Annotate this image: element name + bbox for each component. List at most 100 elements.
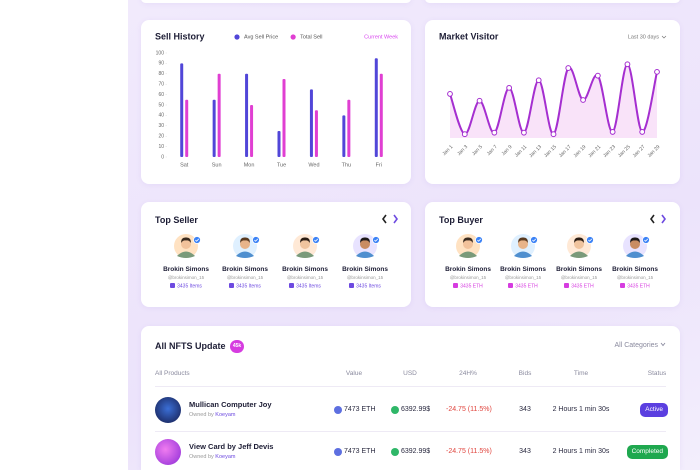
x-tick-label: Jan 27 [632,144,647,159]
verified-badge [642,236,650,244]
verified-badge [372,236,380,244]
avatar-face [240,239,250,249]
point [594,72,601,79]
item-icon [229,283,235,288]
item-count: 3435 ETH [627,283,650,290]
prev-arrow[interactable] [650,214,655,224]
card-title: All NFTS Update [155,341,226,351]
x-tick-label: Jan 23 [602,144,617,159]
prev-arrow[interactable] [382,214,387,224]
x-tick-label: Jan 17 [558,144,573,159]
verified-badge [193,236,201,244]
nfts-card: All NFTS Update 45k All Categories All P… [141,326,680,470]
usd-icon [391,448,399,456]
x-tick-label: Jan 13 [528,144,543,159]
bar [185,99,189,157]
point [565,65,572,71]
bar [277,131,281,157]
item-count: 3435 ETH [571,283,594,290]
avatar-hair [360,237,370,243]
user-items: 3435 Items [275,283,335,290]
point [461,131,468,138]
pager[interactable] [381,214,401,224]
user-name: Brokin Simons [556,266,602,273]
item-icon [349,283,355,288]
verified-badge [312,236,320,244]
avatar-hair [240,237,250,243]
point [535,77,542,84]
market-visitor-card: Market Visitor Last 30 days Jan 1 Jan 3 Jan … [425,20,680,184]
y-tick-label: 30 [158,123,164,129]
item-count: 3435 ETH [515,283,538,290]
legend-label: Avg Sell Price [244,34,278,40]
eth-icon [334,406,342,414]
verified-badge [475,236,483,244]
avatar-body [570,251,588,258]
bar [374,58,378,158]
avatar-image [567,234,594,258]
y-tick-label: 90 [158,61,164,67]
user-handle: @brokinsimon_15 [560,275,598,280]
item-count: 3435 Items [236,283,261,290]
x-tick-label: Jan 29 [646,144,661,159]
x-tick-label: Jan 15 [543,144,558,159]
category-filter[interactable]: All Categories [614,342,666,349]
point [580,97,586,103]
item-icon [508,283,514,288]
item-count: 3435 Items [296,283,321,290]
point [639,129,646,135]
status-pill: Completed [626,445,668,459]
column-header: Bids [518,370,532,377]
column-header: Value [345,370,363,377]
bar [180,63,184,157]
product-thumb [155,439,181,465]
x-tick-label: Fri [376,162,382,168]
point [550,131,557,138]
user-items: 3435 Items [215,283,275,290]
next-arrow[interactable] [393,214,398,224]
legend-swatch [234,34,240,40]
line [449,63,658,136]
y-tick-label: 50 [158,102,164,108]
verified-check [254,238,259,242]
item-icon [564,283,570,288]
y-tick-label: 20 [158,134,164,140]
x-tick-label: Jan 11 [514,144,529,159]
user-handle: @brokinsimon_15 [504,275,542,280]
x-tick-label: Jan 3 [456,144,469,157]
avatar-body [177,251,195,258]
time-cell: 2 Hours 1 min 30s [552,448,610,455]
avatar-image [293,234,320,258]
top-buyer-card: Top Buyer Brokin Simons @brokinsimon_15 34… [425,202,680,307]
point [654,68,660,75]
next-arrow[interactable] [661,214,666,224]
avatar-face [463,239,473,249]
bar [342,115,346,157]
item-icon [620,283,626,288]
time-cell: 2 Hours 1 min 30s [552,406,610,413]
pager[interactable] [649,214,669,224]
usd-cell: 6392.99$ [401,406,431,413]
period-dropdown[interactable]: Last 30 days [628,34,659,40]
bar [347,99,351,157]
avatar [622,232,652,260]
owner-prefix: Owned by [189,412,214,418]
y-tick-label: 80 [158,71,164,77]
value-cell: 7473 ETH [344,406,376,413]
column-header: All Products [155,370,190,377]
divider [155,386,666,387]
user-handle: @brokinsimon_15 [286,275,324,280]
filter-label: All Categories [614,342,659,349]
product-owner: Owned by Koeyam [189,412,235,418]
x-tick-label: Jan 1 [441,144,454,157]
x-tick-label: Jan 9 [501,144,514,157]
avatar-image [174,234,201,258]
x-tick-label: Jan 19 [573,144,588,159]
item-count: 3435 Items [356,283,381,290]
item-count: 3435 Items [177,283,202,290]
point [506,84,513,91]
sell-history-card: Sell History Avg Sell Price Total Sell Curr… [141,20,411,184]
user-name: Brokin Simons [222,266,268,273]
bar-chart: Sell History Avg Sell Price Total Sell Curr… [155,31,398,168]
avatar-face [181,239,191,249]
